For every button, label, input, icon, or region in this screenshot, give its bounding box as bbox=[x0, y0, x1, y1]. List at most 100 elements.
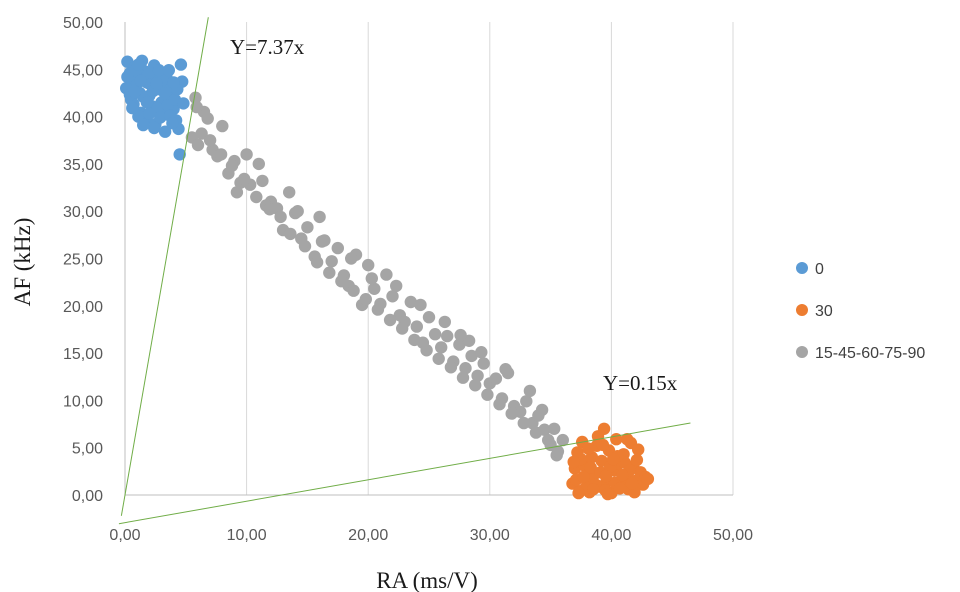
x-tick-label: 0,00 bbox=[109, 527, 140, 544]
data-point bbox=[456, 371, 470, 384]
data-point bbox=[365, 272, 378, 285]
x-tick-labels: 0,00 10,00 20,00 30,00 40,00 50,00 bbox=[109, 527, 753, 544]
data-point bbox=[225, 159, 239, 172]
data-point bbox=[166, 117, 179, 130]
data-point bbox=[274, 210, 287, 224]
data-point bbox=[432, 352, 445, 365]
data-point bbox=[475, 346, 488, 359]
data-point bbox=[459, 362, 472, 375]
data-point bbox=[542, 433, 555, 447]
data-point bbox=[414, 298, 427, 312]
data-point bbox=[493, 398, 506, 411]
data-point bbox=[556, 433, 569, 447]
data-point bbox=[572, 486, 585, 500]
x-tick-label: 40,00 bbox=[591, 527, 631, 544]
data-point bbox=[517, 416, 530, 430]
data-point bbox=[216, 119, 229, 133]
data-point bbox=[335, 275, 348, 288]
data-point bbox=[481, 388, 494, 401]
data-point bbox=[584, 461, 597, 474]
data-point bbox=[291, 205, 304, 218]
fit-lines bbox=[118, 17, 691, 525]
y-tick-label: 50,00 bbox=[63, 15, 103, 32]
y-axis-title: AF (kHz) bbox=[10, 218, 35, 307]
data-point bbox=[428, 328, 442, 341]
data-point bbox=[607, 452, 620, 466]
data-point bbox=[489, 372, 503, 385]
data-point bbox=[359, 293, 372, 306]
data-point bbox=[150, 77, 163, 90]
fit-line-steep bbox=[120, 17, 209, 516]
data-point bbox=[454, 328, 467, 342]
y-tick-labels: 0,00 5,00 10,00 15,00 20,00 25,00 30,00 35,00 40… bbox=[63, 15, 103, 505]
data-point bbox=[477, 357, 490, 370]
data-point bbox=[471, 369, 484, 382]
series-0 bbox=[120, 54, 190, 161]
data-point bbox=[610, 433, 623, 446]
data-point bbox=[140, 96, 154, 109]
data-point bbox=[368, 282, 381, 295]
data-point bbox=[523, 384, 537, 398]
data-points bbox=[120, 54, 655, 501]
data-point bbox=[313, 210, 326, 224]
data-point bbox=[315, 235, 329, 248]
data-point bbox=[641, 472, 655, 486]
data-point bbox=[444, 361, 458, 374]
data-point bbox=[263, 203, 276, 216]
legend-label: 0 bbox=[815, 261, 824, 278]
data-point bbox=[158, 125, 172, 138]
data-point bbox=[529, 426, 543, 439]
data-point bbox=[325, 255, 338, 268]
data-point bbox=[548, 422, 561, 435]
axes bbox=[124, 22, 733, 496]
data-point bbox=[173, 148, 186, 161]
data-point bbox=[152, 63, 166, 77]
y-tick-label: 30,00 bbox=[63, 204, 103, 221]
data-point bbox=[240, 148, 253, 161]
y-tick-label: 40,00 bbox=[63, 110, 103, 127]
data-point bbox=[422, 311, 436, 324]
data-point bbox=[298, 240, 312, 253]
data-point bbox=[174, 58, 188, 71]
data-point bbox=[613, 482, 627, 495]
series-2 bbox=[185, 91, 569, 462]
data-point bbox=[469, 379, 482, 392]
data-point bbox=[499, 363, 512, 376]
data-point bbox=[191, 138, 205, 152]
data-point bbox=[203, 134, 217, 147]
data-point bbox=[441, 329, 454, 343]
data-point bbox=[630, 453, 644, 467]
series-1 bbox=[566, 422, 655, 501]
data-point bbox=[404, 295, 417, 309]
data-point bbox=[621, 433, 634, 446]
data-point bbox=[587, 483, 600, 496]
data-point bbox=[250, 190, 263, 204]
data-point bbox=[177, 97, 190, 110]
data-point bbox=[323, 266, 336, 279]
data-point bbox=[390, 279, 403, 293]
data-point bbox=[195, 127, 208, 140]
x-tick-label: 50,00 bbox=[713, 527, 753, 544]
data-point bbox=[616, 468, 629, 482]
line-label-shallow: Y=0.15x bbox=[603, 371, 678, 395]
y-tick-label: 45,00 bbox=[63, 62, 103, 79]
data-point bbox=[567, 455, 580, 469]
data-point bbox=[252, 157, 265, 171]
data-point bbox=[591, 430, 605, 443]
data-point bbox=[632, 443, 645, 456]
data-point bbox=[121, 70, 134, 84]
data-point bbox=[238, 172, 251, 186]
y-tick-label: 15,00 bbox=[63, 346, 103, 363]
data-point bbox=[345, 252, 358, 265]
data-point bbox=[189, 91, 202, 104]
data-point bbox=[126, 101, 139, 115]
legend-marker bbox=[796, 262, 808, 274]
data-point bbox=[158, 87, 172, 101]
y-tick-label: 5,00 bbox=[72, 441, 103, 458]
data-point bbox=[396, 322, 409, 335]
data-point bbox=[599, 469, 613, 483]
y-tick-label: 20,00 bbox=[63, 299, 103, 316]
data-point bbox=[371, 303, 385, 316]
data-point bbox=[310, 256, 324, 269]
